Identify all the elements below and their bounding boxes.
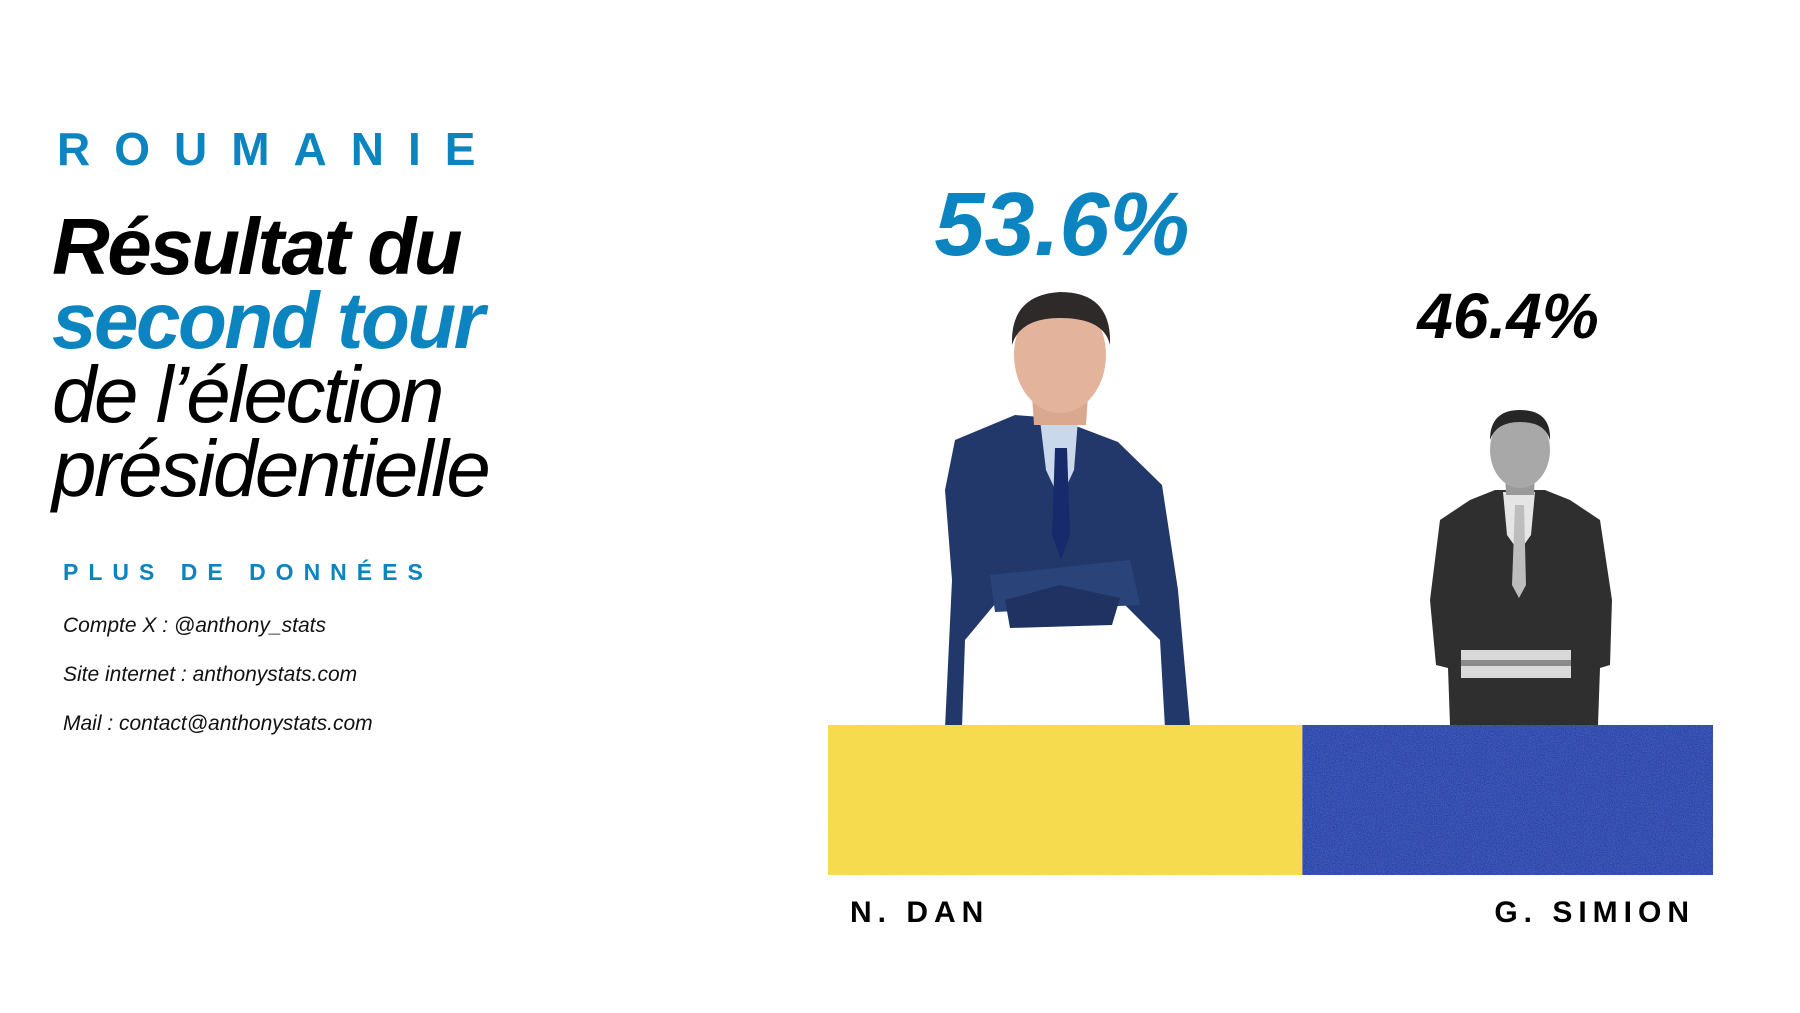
candidate-name-simion: G. SIMION	[1494, 896, 1695, 929]
info-mail: Mail : contact@anthonystats.com	[63, 712, 373, 735]
labels-group: 53.6% N. DAN 46.4% G. SIMION	[850, 175, 1695, 929]
bars-group	[828, 725, 1713, 875]
percent-label-dan: 53.6%	[934, 175, 1189, 275]
bar-dan	[828, 725, 1303, 875]
title-line-3: de l’élection	[52, 350, 445, 439]
title-line-1: Résultat du	[52, 202, 463, 291]
title-line-2: second tour	[52, 276, 485, 365]
percent-label-simion: 46.4%	[1415, 280, 1598, 352]
candidate-dan-photo	[945, 292, 1190, 728]
page-title: Résultat du second tour de l’élection pr…	[52, 202, 491, 513]
country-label: ROUMANIE	[57, 123, 500, 175]
candidate-simion-photo	[1430, 410, 1612, 725]
bar-simion	[1302, 725, 1713, 875]
info-website: Site internet : anthonystats.com	[63, 663, 358, 686]
title-line-4: présidentielle	[52, 424, 491, 513]
more-data-heading: PLUS DE DONNÉES	[63, 559, 433, 585]
candidate-name-dan: N. DAN	[850, 896, 989, 929]
info-twitter: Compte X : @anthony_stats	[63, 614, 326, 637]
